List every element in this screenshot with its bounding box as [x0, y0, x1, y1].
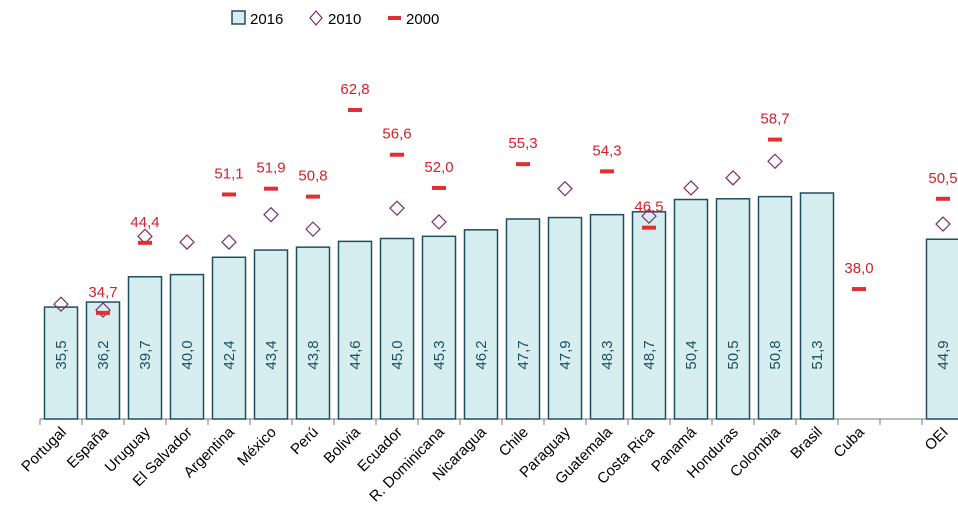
- bar-label: 44,9: [935, 340, 952, 369]
- x-tick-label: Portugal: [18, 424, 70, 476]
- bar: [379, 237, 415, 420]
- marker-2010: [305, 221, 321, 237]
- marker-2000: [516, 162, 530, 167]
- bar: [169, 273, 205, 420]
- marker-2010: [95, 302, 111, 318]
- bar-label: 39,7: [137, 340, 154, 369]
- point-label: 56,6: [382, 126, 411, 143]
- point-label: 62,8: [340, 81, 369, 98]
- bar-label: 35,5: [53, 340, 70, 369]
- bar: [505, 218, 541, 420]
- bar-label: 50,8: [767, 340, 784, 369]
- bar: [127, 276, 163, 420]
- bar: [253, 249, 289, 420]
- bar-label: 45,0: [389, 340, 406, 369]
- point-label: 54,3: [592, 142, 621, 159]
- bar: [295, 246, 331, 420]
- x-tick-label: Cuba: [830, 423, 868, 461]
- bar: [547, 216, 583, 420]
- bar: [589, 213, 625, 420]
- bar-label: 51,3: [809, 340, 826, 369]
- marker-2010: [683, 180, 699, 196]
- point-label: 55,3: [508, 135, 537, 152]
- x-tick-label: Brasil: [787, 424, 826, 463]
- bar-label: 43,4: [263, 340, 280, 369]
- point-label: 46,5: [634, 199, 663, 216]
- bar-label: 42,4: [221, 340, 238, 369]
- marker-2010: [557, 180, 573, 197]
- x-tick-label: México: [234, 424, 280, 470]
- bar-label: 50,5: [725, 340, 742, 369]
- marker-2010: [263, 206, 279, 223]
- legend-label: 2000: [406, 11, 439, 28]
- bar-label: 46,2: [473, 340, 490, 369]
- bar: [757, 195, 793, 420]
- legend-swatch: [388, 16, 401, 20]
- marker-2010: [53, 296, 69, 313]
- x-tick-label: OEI: [922, 424, 952, 454]
- bar: [463, 229, 499, 420]
- point-label: 44,4: [130, 214, 159, 231]
- bar: [715, 198, 751, 420]
- point-label: 58,7: [760, 111, 789, 128]
- bar: [85, 301, 121, 420]
- bar-label: 44,6: [347, 340, 364, 369]
- bar: [799, 192, 835, 420]
- bar: [421, 235, 457, 420]
- bar: [673, 198, 709, 420]
- bar-label: 36,2: [95, 340, 112, 369]
- marker-2000: [600, 169, 614, 174]
- bar: [211, 256, 247, 420]
- x-tick-label: Chile: [496, 424, 532, 460]
- legend-label: 2010: [328, 11, 361, 28]
- marker-2000: [852, 287, 866, 292]
- legend-swatch: [309, 10, 323, 26]
- point-label: 50,5: [928, 170, 957, 187]
- bar-label: 43,8: [305, 340, 322, 369]
- marker-2000: [390, 152, 404, 157]
- point-label: 51,9: [256, 160, 285, 177]
- marker-2000: [348, 107, 362, 112]
- point-label: 50,8: [298, 168, 327, 185]
- legend-swatch: [231, 10, 246, 25]
- bar-label: 40,0: [179, 340, 196, 369]
- bar-label: 48,7: [641, 340, 658, 369]
- marker-2000: [96, 310, 110, 315]
- marker-2000: [432, 185, 446, 190]
- marker-2010: [641, 208, 657, 224]
- marker-2010: [179, 234, 195, 250]
- marker-2010: [389, 200, 405, 217]
- bar-label: 45,3: [431, 340, 448, 369]
- marker-2010: [221, 234, 237, 250]
- point-label: 51,1: [214, 165, 243, 182]
- bar-label: 50,4: [683, 340, 700, 369]
- marker-2000: [264, 186, 278, 191]
- marker-2010: [935, 216, 951, 232]
- bar: [43, 306, 79, 420]
- legend-label: 2016: [250, 11, 283, 28]
- bar: [925, 238, 958, 420]
- bar-label: 47,7: [515, 340, 532, 369]
- bar: [337, 240, 373, 420]
- marker-2010: [431, 214, 447, 230]
- bar: [631, 211, 667, 420]
- bar-label: 47,9: [557, 340, 574, 369]
- marker-2010: [725, 170, 741, 186]
- marker-2000: [222, 192, 236, 197]
- marker-2000: [306, 194, 320, 199]
- bar-label: 48,3: [599, 340, 616, 369]
- marker-2000: [768, 137, 782, 142]
- marker-2000: [936, 196, 950, 201]
- marker-2010: [767, 153, 783, 170]
- x-tick-label: Perú: [287, 424, 321, 458]
- point-label: 34,7: [88, 284, 117, 301]
- marker-2000: [642, 225, 656, 230]
- point-label: 52,0: [424, 159, 453, 176]
- point-label: 38,0: [844, 260, 873, 277]
- marker-2000: [138, 240, 152, 245]
